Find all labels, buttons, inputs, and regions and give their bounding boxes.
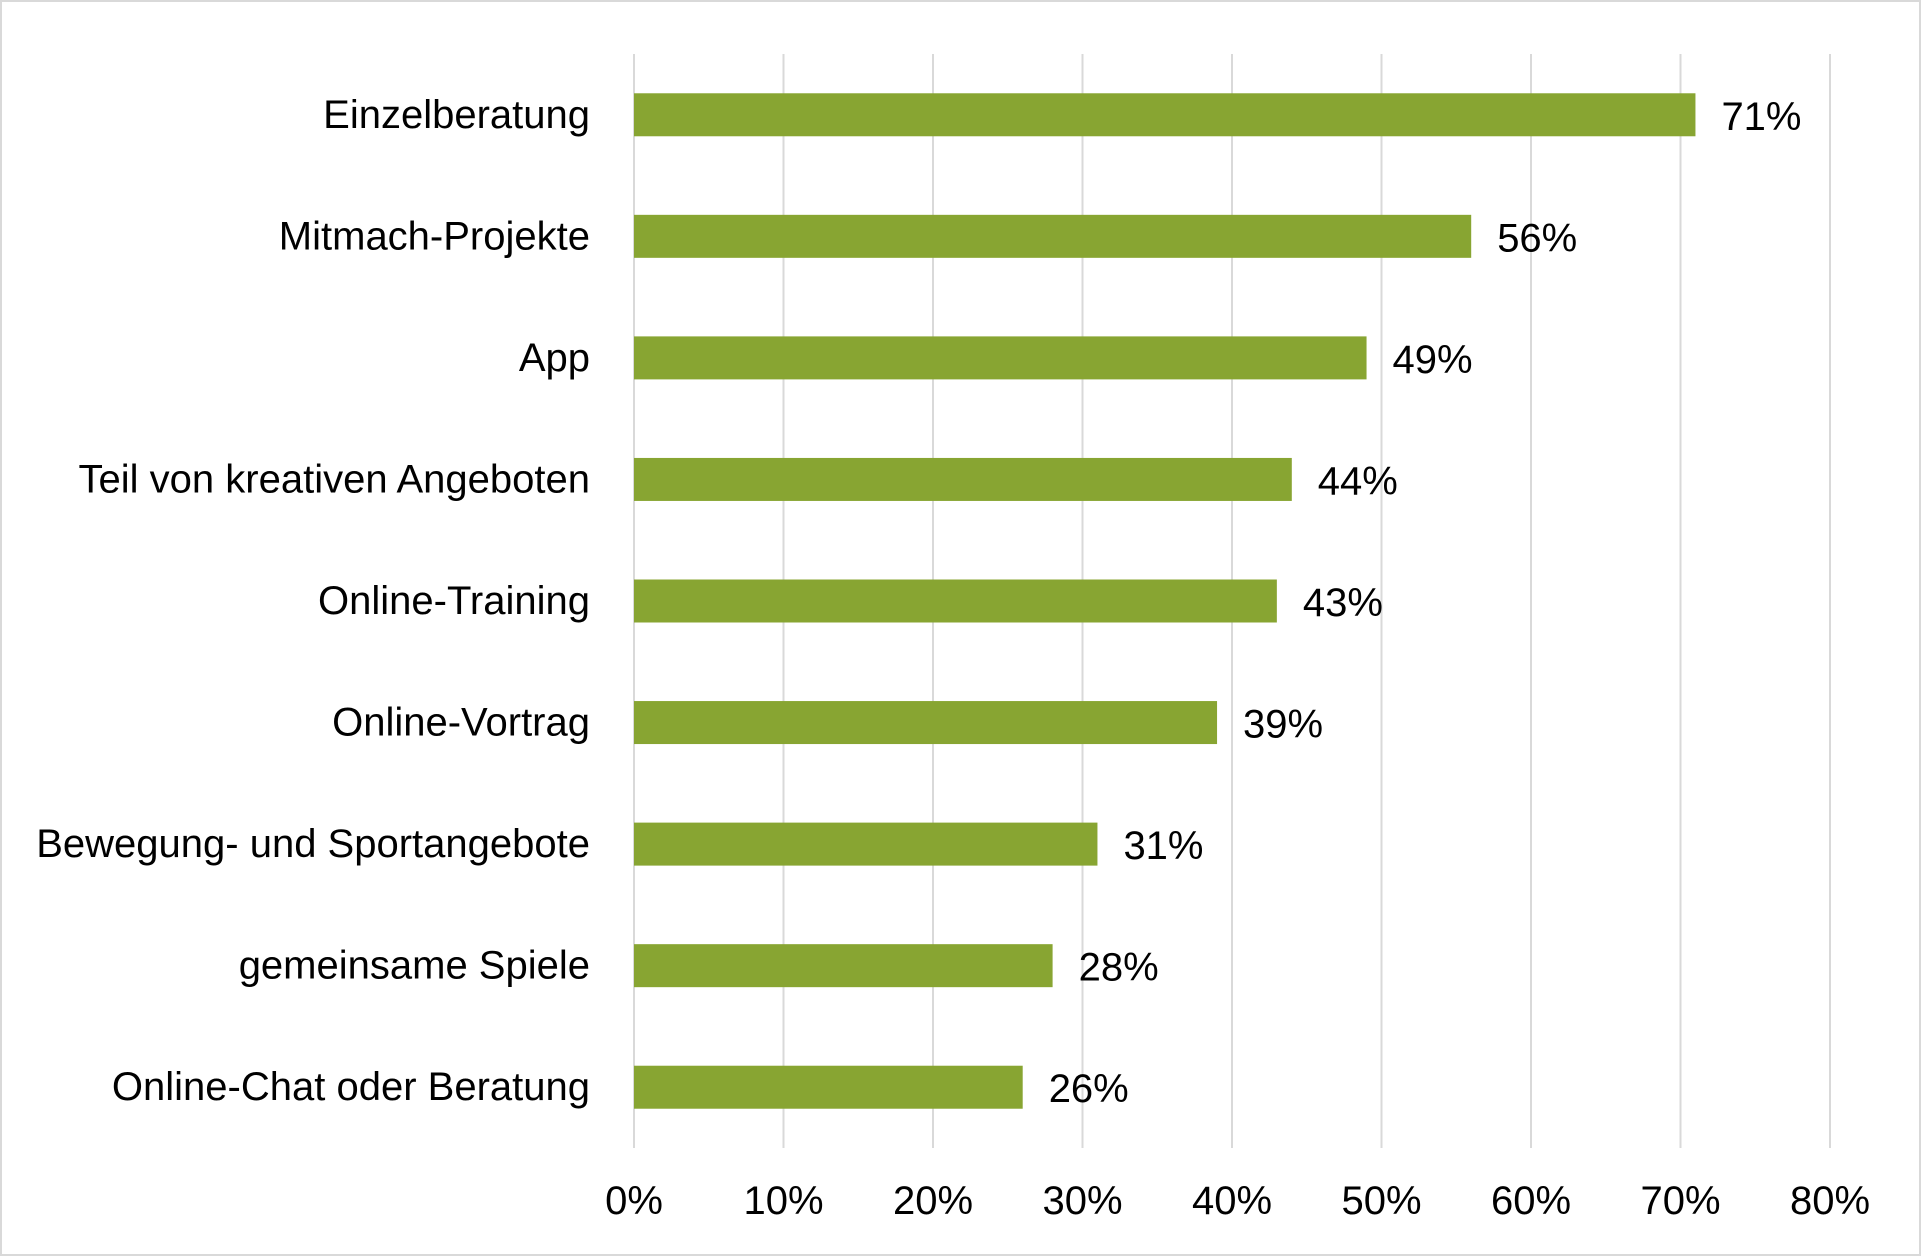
data-labels: 71% 56% 49% 44% 43% 39% 31% 28% 26% <box>1049 95 1802 1111</box>
category-label: App <box>519 336 590 380</box>
bar <box>634 701 1218 745</box>
x-tick-label: 70% <box>1640 1179 1720 1223</box>
x-tick-label: 30% <box>1042 1179 1122 1223</box>
category-label: Online-Chat oder Beratung <box>112 1065 590 1109</box>
data-label: 44% <box>1318 459 1398 503</box>
data-label: 56% <box>1497 216 1577 260</box>
x-tick-label: 40% <box>1192 1179 1272 1223</box>
x-tick-label: 20% <box>893 1179 973 1223</box>
x-tick-label: 50% <box>1341 1179 1421 1223</box>
data-label: 26% <box>1049 1067 1129 1111</box>
bar <box>634 579 1277 623</box>
data-label: 31% <box>1123 824 1203 868</box>
data-label: 71% <box>1721 95 1801 139</box>
bars <box>634 93 1696 1109</box>
x-tick-label: 0% <box>605 1179 663 1223</box>
bar <box>634 822 1098 866</box>
category-label: Bewegung- und Sportangebote <box>36 822 590 866</box>
category-label: Einzelberatung <box>323 93 590 137</box>
category-label: Online-Training <box>318 579 590 623</box>
bar <box>634 214 1472 258</box>
category-label: Online-Vortrag <box>332 701 590 745</box>
x-tick-label: 10% <box>743 1179 823 1223</box>
category-label: gemeinsame Spiele <box>239 944 590 988</box>
bar <box>634 93 1696 137</box>
category-label: Mitmach-Projekte <box>279 214 590 258</box>
bar <box>634 336 1367 380</box>
data-label: 49% <box>1393 338 1473 382</box>
category-label: Teil von kreativen Angeboten <box>79 457 590 501</box>
data-label: 28% <box>1079 946 1159 990</box>
x-tick-label: 60% <box>1491 1179 1571 1223</box>
x-axis-tick-labels: 0% 10% 20% 30% 40% 50% 60% 70% 80% <box>605 1179 1870 1223</box>
bar <box>634 1065 1023 1109</box>
category-labels: Einzelberatung Mitmach-Projekte App Teil vo… <box>36 93 590 1109</box>
data-label: 39% <box>1243 703 1323 747</box>
bar <box>634 944 1053 988</box>
data-label: 43% <box>1303 581 1383 625</box>
bar <box>634 457 1292 501</box>
x-tick-label: 80% <box>1790 1179 1870 1223</box>
